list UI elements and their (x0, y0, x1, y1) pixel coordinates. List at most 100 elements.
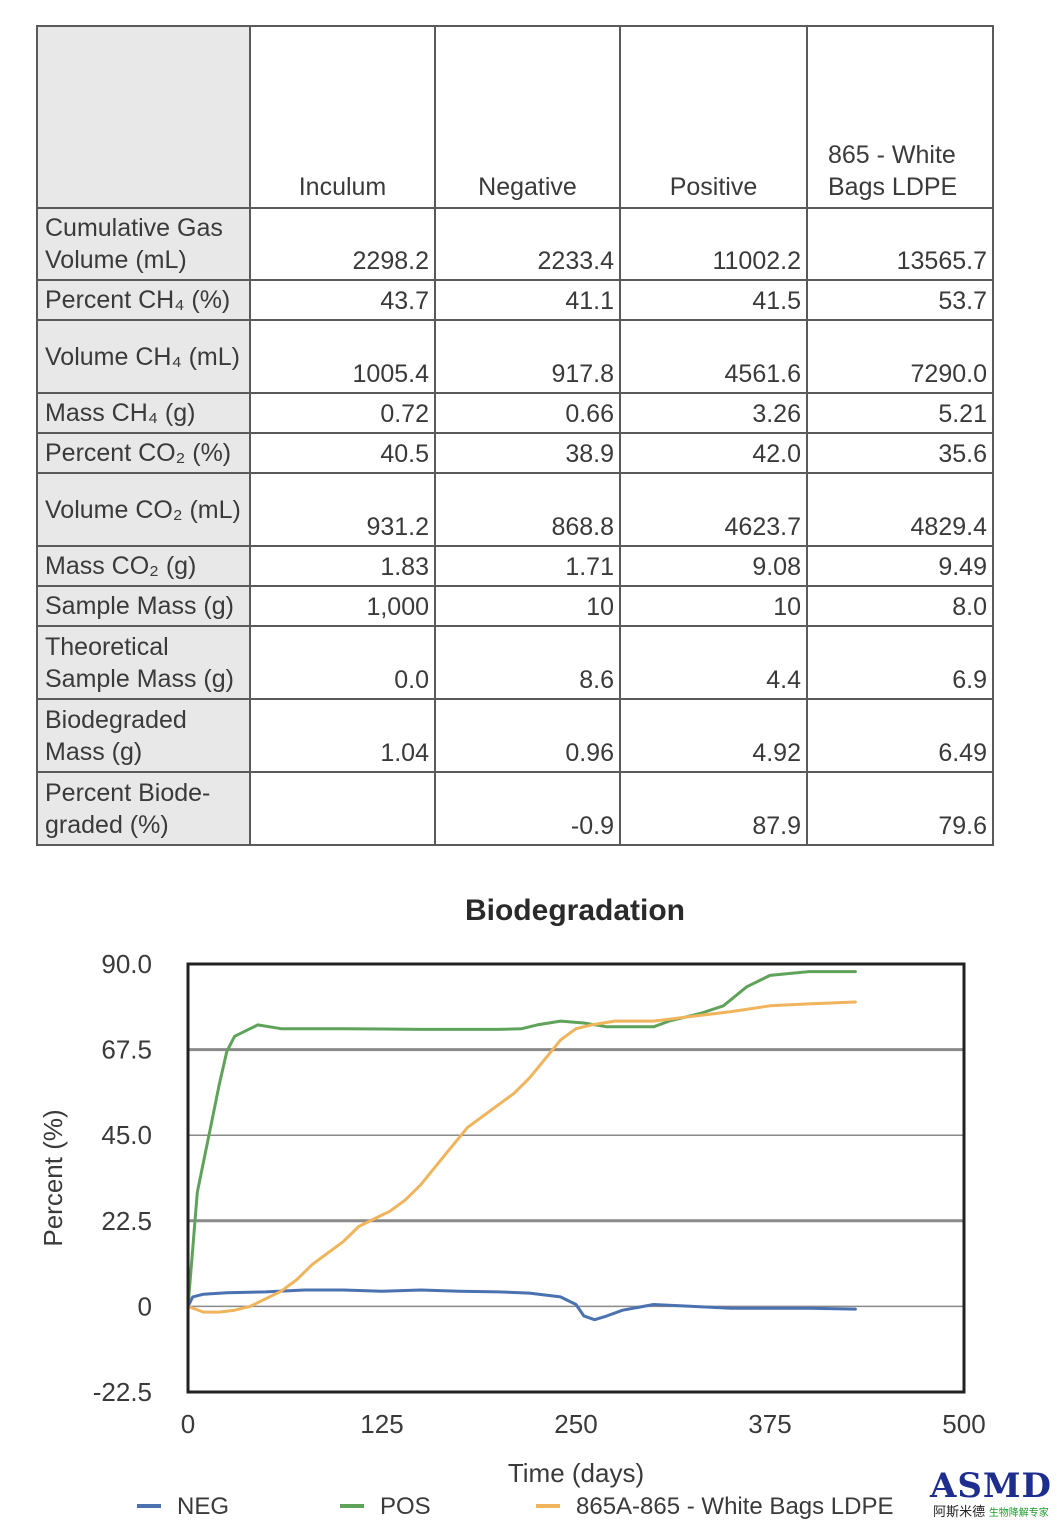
row-label: Percent Biode-graded (%) (36, 771, 251, 846)
table-cell: 6.49 (806, 698, 994, 773)
table-cell: 4.92 (619, 698, 808, 773)
table-cell: 1005.4 (249, 319, 436, 394)
y-tick-label: -22.5 (93, 1377, 152, 1407)
table-cell: 9.49 (806, 545, 994, 587)
table-cell: 53.7 (806, 279, 994, 321)
legend-label: POS (380, 1493, 431, 1520)
x-tick-label: 0 (181, 1409, 195, 1439)
table-cell: 0.66 (434, 392, 621, 434)
table-cell: 1.71 (434, 545, 621, 587)
series-lines (186, 970, 857, 1322)
y-tick-label: 67.5 (101, 1035, 152, 1065)
table-row: Mass CH₄ (g) 0.72 0.66 3.26 5.21 (36, 392, 994, 434)
legend-label: NEG (177, 1493, 229, 1520)
table-row: Biodegraded Mass (g) 1.04 0.96 4.92 6.49 (36, 698, 994, 773)
x-tick-labels: 0 125 250 375 500 (181, 1409, 986, 1439)
table-cell: 4561.6 (619, 319, 808, 394)
table-cell: 6.9 (806, 625, 994, 700)
table-cell: 41.5 (619, 279, 808, 321)
y-tick-label: 90.0 (101, 949, 152, 979)
table-cell: 4623.7 (619, 472, 808, 547)
column-header: Negative (434, 25, 621, 209)
logo-subtitle-line: 阿斯米德 生物降解专家 (928, 1504, 1054, 1522)
series-line-neg (186, 1288, 857, 1322)
y-tick-label: 22.5 (101, 1206, 152, 1236)
table-row: Percent CH₄ (%) 43.7 41.1 41.5 53.7 (36, 279, 994, 321)
table-cell: 1.04 (249, 698, 436, 773)
logo-subtitle: 阿斯米德 (933, 1504, 986, 1519)
row-label: Mass CO₂ (g) (36, 545, 251, 587)
legend-label: 865A-865 - White Bags LDPE (576, 1493, 894, 1520)
row-label: Mass CH₄ (g) (36, 392, 251, 434)
table-cell: 2298.2 (249, 207, 436, 281)
row-label: Percent CH₄ (%) (36, 279, 251, 321)
table-cell: 40.5 (249, 432, 436, 474)
table-cell: 10 (619, 585, 808, 627)
table-cell: 4.4 (619, 625, 808, 700)
table-cell: 868.8 (434, 472, 621, 547)
table-row: Cumulative Gas Volume (mL) 2298.2 2233.4 11… (36, 207, 994, 281)
x-tick-label: 375 (748, 1409, 791, 1439)
y-axis-title: Percent (%) (38, 1109, 68, 1246)
table-cell: 0.72 (249, 392, 436, 434)
table-cell: 43.7 (249, 279, 436, 321)
row-label: Theoretical Sample Mass (g) (36, 625, 251, 700)
table-cell: 38.9 (434, 432, 621, 474)
logo-tagline: 生物降解专家 (988, 1508, 1049, 1519)
table-cell: 11002.2 (619, 207, 808, 281)
table-cell: 0.96 (434, 698, 621, 773)
x-axis-title: Time (days) (508, 1458, 644, 1488)
logo-brand: ASMD (929, 1466, 1053, 1506)
y-tick-label: 45.0 (101, 1120, 152, 1150)
table-cell (249, 771, 436, 846)
table-cell: 42.0 (619, 432, 808, 474)
biodegradation-chart: Biodegradation 90.0 67.5 45.0 22.5 0 -22.5 0 1… (38, 894, 986, 1520)
table-row: Volume CO₂ (mL) 931.2 868.8 4623.7 4829.4 (36, 472, 994, 547)
y-tick-labels: 90.0 67.5 45.0 22.5 0 -22.5 (93, 949, 152, 1407)
table-corner-cell (36, 25, 251, 209)
table-cell: 1.83 (249, 545, 436, 587)
table-cell: 7290.0 (806, 319, 994, 394)
column-header: Inculum (249, 25, 436, 209)
table-cell: 8.6 (434, 625, 621, 700)
x-tick-label: 250 (554, 1409, 597, 1439)
column-header: Positive (619, 25, 808, 209)
y-tick-label: 0 (138, 1291, 152, 1321)
row-label: Cumulative Gas Volume (mL) (36, 207, 251, 281)
table-cell: 3.26 (619, 392, 808, 434)
row-label: Percent CO₂ (%) (36, 432, 251, 474)
table-cell: 9.08 (619, 545, 808, 587)
table-cell: 917.8 (434, 319, 621, 394)
chart-title: Biodegradation (465, 894, 685, 927)
row-label: Volume CO₂ (mL) (36, 472, 251, 547)
column-header: 865 - White Bags LDPE (806, 25, 994, 209)
series-line-865a-865-white-bags-ldpe (186, 1000, 857, 1314)
table-row: Percent CO₂ (%) 40.5 38.9 42.0 35.6 (36, 432, 994, 474)
table-cell: 87.9 (619, 771, 808, 846)
table-cell: 8.0 (806, 585, 994, 627)
table-cell: 5.21 (806, 392, 994, 434)
series-line-pos (186, 970, 857, 1308)
table-cell: 4829.4 (806, 472, 994, 547)
x-tick-label: 500 (942, 1409, 985, 1439)
asmd-logo: ASMD 阿斯米德 生物降解专家 (928, 1468, 1054, 1524)
results-table: Inculum Negative Positive 865 - White Ba… (36, 25, 994, 846)
table-body: Cumulative Gas Volume (mL) 2298.2 2233.4 11… (36, 207, 994, 846)
row-label: Volume CH₄ (mL) (36, 319, 251, 394)
table-row: Percent Biode-graded (%) -0.9 87.9 79.6 (36, 771, 994, 846)
legend: NEG POS 865A-865 - White Bags LDPE (137, 1493, 894, 1520)
table-row: Volume CH₄ (mL) 1005.4 917.8 4561.6 7290.0 (36, 319, 994, 394)
row-label: Sample Mass (g) (36, 585, 251, 627)
table-cell: 1,000 (249, 585, 436, 627)
table-cell: 0.0 (249, 625, 436, 700)
table-row: Sample Mass (g) 1,000 10 10 8.0 (36, 585, 994, 627)
table-row: Theoretical Sample Mass (g) 0.0 8.6 4.4 6.9 (36, 625, 994, 700)
plot-frame (186, 962, 966, 1394)
table-cell: 2233.4 (434, 207, 621, 281)
table-cell: 10 (434, 585, 621, 627)
table-cell: 13565.7 (806, 207, 994, 281)
table-row: Mass CO₂ (g) 1.83 1.71 9.08 9.49 (36, 545, 994, 587)
row-label: Biodegraded Mass (g) (36, 698, 251, 773)
table-cell: 35.6 (806, 432, 994, 474)
table-header-row: Inculum Negative Positive 865 - White Ba… (36, 25, 994, 209)
